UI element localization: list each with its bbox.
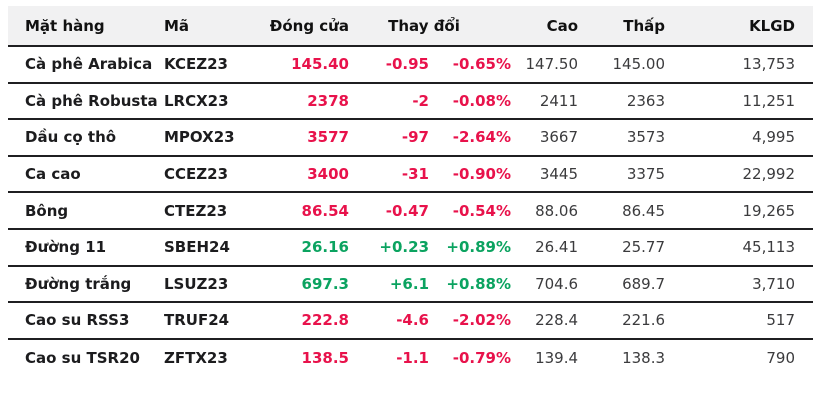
cell-volume: 22,992 [667, 154, 814, 193]
column-header-low: Thấp [580, 6, 668, 47]
cell-low: 138.3 [580, 337, 668, 376]
cell-code: MPOX23 [158, 118, 258, 156]
cell-volume: 790 [667, 337, 814, 376]
cell-code: LRCX23 [158, 81, 258, 120]
cell-low: 2363 [580, 81, 668, 120]
table-row: Cà phê Arabica KCEZ23 145.40 -0.95 -0.65… [8, 46, 813, 83]
column-header-volume: KLGD [667, 6, 814, 47]
cell-close: 138.5 [258, 337, 351, 376]
cell-change-pct: -2.02% [431, 301, 514, 339]
cell-code: SBEH24 [158, 227, 258, 266]
cell-change: -2 [351, 81, 431, 120]
cell-low: 3375 [580, 154, 668, 193]
column-header-close: Đóng cửa [258, 6, 351, 47]
cell-low: 145.00 [612, 55, 666, 74]
cell-high: 3445 [513, 154, 581, 193]
cell-change-pct: -0.08% [431, 81, 514, 120]
table-row: Cà phê Robusta LRCX23 2378 -2 -0.08% 241… [8, 81, 814, 120]
header-row: Mặt hàng Mã Đóng cửa Thay đổi Cao Thấp K… [8, 6, 814, 47]
table-row: Dầu cọ thô MPOX23 3577 -97 -2.64% 3667 3… [8, 118, 814, 156]
table-body: Cà phê Arabica KCEZ23 145.40 -0.95 -0.65… [8, 46, 814, 376]
table-row: Đường 11 SBEH24 26.16 +0.23 +0.89% 26.41… [8, 227, 814, 266]
cell-high: 704.6 [513, 264, 581, 303]
cell-change: -0.47 [351, 191, 431, 229]
cell-close: 145.40 [291, 55, 349, 74]
cell-high: 2411 [513, 81, 581, 120]
cell-code: ZFTX23 [158, 337, 258, 376]
commodity-price-panel: Mặt hàng Mã Đóng cửa Thay đổi Cao Thấp K… [8, 6, 814, 376]
cell-commodity: Cà phê Robusta [8, 81, 158, 120]
table-row: Đường trắng LSUZ23 697.3 +6.1 +0.88% 704… [8, 264, 814, 303]
column-header-code: Mã [158, 6, 258, 47]
cell-change-pct: -0.79% [431, 337, 514, 376]
cell-code: CTEZ23 [158, 191, 258, 229]
cell-change: -97 [351, 118, 431, 156]
cell-close: 86.54 [258, 191, 351, 229]
commodity-price-table: Mặt hàng Mã Đóng cửa Thay đổi Cao Thấp K… [8, 6, 814, 376]
cell-commodity: Cao su RSS3 [8, 301, 158, 339]
cell-change: -1.1 [351, 337, 431, 376]
cell-commodity: Cà phê Arabica [25, 55, 153, 74]
cell-high: 139.4 [513, 337, 581, 376]
cell-change-pct: +0.89% [431, 227, 514, 266]
cell-commodity: Đường trắng [8, 264, 158, 303]
cell-commodity: Ca cao [8, 154, 158, 193]
cell-commodity: Dầu cọ thô [8, 118, 158, 156]
cell-change-pct: -0.65% [452, 55, 512, 74]
table-header: Mặt hàng Mã Đóng cửa Thay đổi Cao Thấp K… [8, 6, 814, 47]
cell-high: 147.50 [525, 55, 579, 74]
cell-close: 26.16 [258, 227, 351, 266]
cell-volume: 13,753 [742, 55, 796, 74]
cell-change-pct: -2.64% [431, 118, 514, 156]
column-header-change: Thay đổi [351, 6, 514, 47]
cell-code: LSUZ23 [158, 264, 258, 303]
cell-low: 221.6 [580, 301, 668, 339]
column-header-commodity: Mặt hàng [8, 6, 158, 47]
cell-close: 2378 [258, 81, 351, 120]
table-row: Cao su TSR20 ZFTX23 138.5 -1.1 -0.79% 13… [8, 337, 814, 376]
cell-change: -31 [351, 154, 431, 193]
cell-change: +0.23 [351, 227, 431, 266]
cell-volume: 3,710 [667, 264, 814, 303]
cell-volume: 19,265 [667, 191, 814, 229]
cell-close: 222.8 [258, 301, 351, 339]
cell-code: TRUF24 [158, 301, 258, 339]
table-row: Cao su RSS3 TRUF24 222.8 -4.6 -2.02% 228… [8, 301, 814, 339]
cell-change: -4.6 [351, 301, 431, 339]
cell-code: KCEZ23 [164, 55, 228, 74]
cell-low: 689.7 [580, 264, 668, 303]
cell-volume: 517 [667, 301, 814, 339]
cell-close: 3400 [258, 154, 351, 193]
cell-high: 26.41 [513, 227, 581, 266]
cell-change-pct: -0.54% [431, 191, 514, 229]
cell-change: -0.95 [385, 55, 429, 74]
cell-change-pct: -0.90% [431, 154, 514, 193]
cell-change: +6.1 [351, 264, 431, 303]
cell-commodity: Bông [8, 191, 158, 229]
cell-code: CCEZ23 [158, 154, 258, 193]
cell-low: 25.77 [580, 227, 668, 266]
cell-low: 86.45 [580, 191, 668, 229]
cell-commodity: Đường 11 [8, 227, 158, 266]
cell-low: 3573 [580, 118, 668, 156]
cell-high: 88.06 [513, 191, 581, 229]
cell-commodity: Cao su TSR20 [8, 337, 158, 376]
cell-close: 3577 [258, 118, 351, 156]
cell-volume: 4,995 [667, 118, 814, 156]
cell-high: 228.4 [513, 301, 581, 339]
cell-high: 3667 [513, 118, 581, 156]
table-row: Ca cao CCEZ23 3400 -31 -0.90% 3445 3375 … [8, 154, 814, 193]
cell-volume: 11,251 [667, 81, 814, 120]
cell-volume: 45,113 [667, 227, 814, 266]
cell-change-pct: +0.88% [431, 264, 514, 303]
table-row: Bông CTEZ23 86.54 -0.47 -0.54% 88.06 86.… [8, 191, 814, 229]
column-header-high: Cao [513, 6, 581, 47]
cell-close: 697.3 [258, 264, 351, 303]
